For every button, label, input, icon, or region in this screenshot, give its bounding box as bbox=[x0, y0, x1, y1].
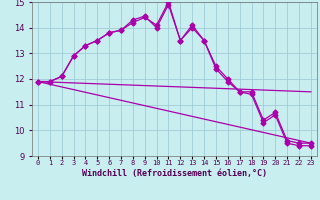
X-axis label: Windchill (Refroidissement éolien,°C): Windchill (Refroidissement éolien,°C) bbox=[82, 169, 267, 178]
